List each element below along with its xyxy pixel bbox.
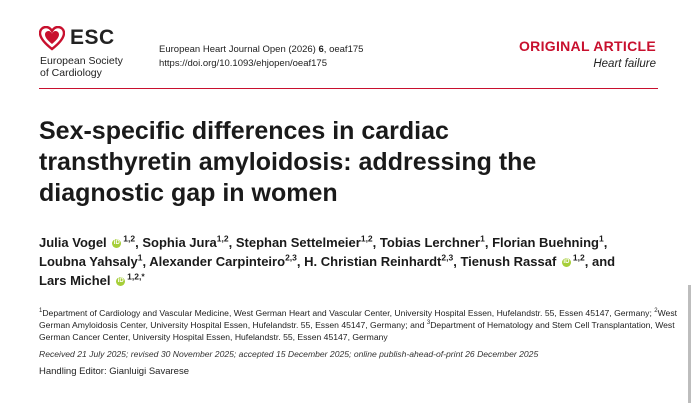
corresponding-author-mark: *: [141, 271, 145, 282]
author-separator: ,: [135, 235, 143, 250]
author-affiliation-sup: 1: [598, 233, 604, 244]
citation-suffix: , oeaf175: [323, 44, 364, 55]
esc-subtitle-line1: European Society: [40, 55, 123, 67]
heart-icon: [39, 26, 65, 51]
citation-prefix: European Heart Journal Open (2026): [159, 44, 319, 55]
author-affiliation-sup: 2,3: [441, 252, 454, 263]
author-separator: , and: [584, 254, 616, 269]
orcid-icon[interactable]: iD: [561, 258, 571, 268]
article-type: ORIGINAL ARTICLE: [518, 38, 656, 54]
author-affiliation-sup: 1: [137, 252, 143, 263]
affiliation-text: Department of Cardiology and Vascular Me…: [42, 308, 655, 318]
author-separator: ,: [142, 254, 150, 269]
author-name: Lars Michel: [39, 273, 111, 288]
author-separator: ,: [296, 254, 305, 269]
esc-logo-subtitle: European Society of Cardiology: [40, 55, 123, 79]
author-name: H. Christian Reinhardt: [304, 254, 442, 269]
author-separator: ,: [372, 235, 380, 250]
handling-editor: Handling Editor: Gianluigi Savarese: [39, 366, 189, 377]
header-divider: [39, 88, 658, 89]
author-affiliation-sup: 1,2: [572, 252, 585, 263]
article-dates: Received 21 July 2025; revised 30 Novemb…: [39, 349, 539, 359]
esc-logo-text: ESC: [70, 26, 115, 49]
author-separator: ,: [484, 235, 493, 250]
article-title: Sex-specific differences in cardiac tran…: [39, 117, 537, 207]
page-edge-mark: [688, 285, 691, 403]
author-separator: ,: [228, 235, 236, 250]
article-category: Heart failure: [593, 58, 656, 70]
journal-citation: European Heart Journal Open (2026) 6, oe…: [159, 43, 363, 71]
author-separator: ,: [603, 235, 608, 250]
author-name: Tobias Lerchner: [379, 235, 481, 250]
author-affiliation-sup: 1,2: [216, 233, 229, 244]
author-list: Julia Vogel iD 1,2, Sophia Jura1,2, Steph…: [39, 233, 639, 290]
esc-subtitle-line2: of Cardiology: [40, 67, 102, 79]
citation-line: European Heart Journal Open (2026) 6, oe…: [159, 43, 363, 57]
article-header: ESC European Society of Cardiology Europ…: [0, 0, 696, 92]
author-name: Florian Buehning: [492, 235, 599, 250]
author-name: Loubna Yahsaly: [39, 254, 138, 269]
orcid-icon[interactable]: iD: [112, 239, 122, 249]
author-name: Stephan Settelmeier: [235, 235, 361, 250]
doi-link[interactable]: https://doi.org/10.1093/ehjopen/oeaf175: [159, 58, 327, 69]
author-name: Julia Vogel: [39, 235, 107, 250]
affiliation-number: 2: [654, 308, 658, 315]
author-affiliation-sup: 1: [480, 233, 485, 244]
author-separator: ,: [453, 254, 461, 269]
orcid-icon[interactable]: iD: [116, 277, 126, 287]
author-affiliation-sup: 1,2,: [127, 271, 142, 282]
affiliation-number: 1: [39, 308, 43, 315]
citation-volume: 6: [318, 44, 324, 55]
affiliations: 1Department of Cardiology and Vascular M…: [39, 307, 679, 343]
affiliation-text: Department of Hematology and Stem Cell T…: [39, 320, 675, 342]
author-name: Tienush Rassaf: [460, 254, 557, 269]
author-name: Sophia Jura: [142, 235, 217, 250]
author-name: Alexander Carpinteiro: [149, 254, 286, 269]
affiliation-number: 3: [426, 320, 431, 327]
affiliation-text: West German Amyloidosis Center, Universi…: [39, 308, 677, 330]
author-affiliation-sup: 1,2: [360, 233, 373, 244]
author-affiliation-sup: 1,2: [123, 233, 136, 244]
author-affiliation-sup: 2,3: [285, 252, 297, 263]
